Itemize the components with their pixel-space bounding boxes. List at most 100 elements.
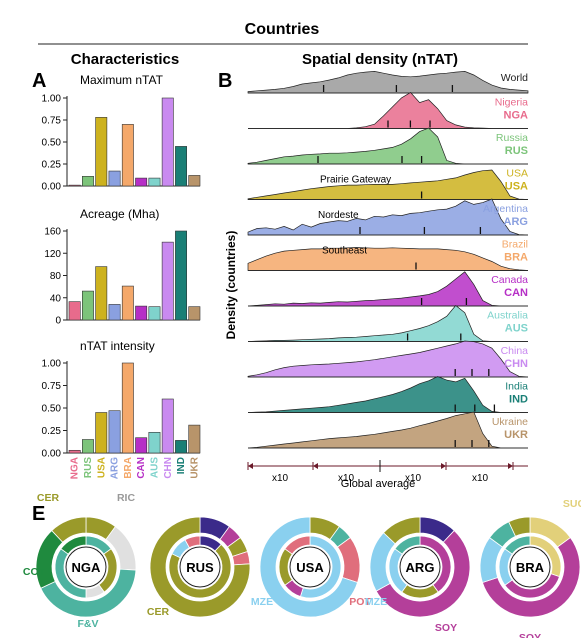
bar-usa xyxy=(95,117,108,187)
y-tick-label: 0.25 xyxy=(42,426,62,437)
ridge-ukr xyxy=(247,411,528,449)
ridge-annotation: Nordeste xyxy=(318,210,359,221)
donut-crop-label: SUC xyxy=(563,498,581,510)
x-axis-arrow xyxy=(313,463,318,469)
bar-can xyxy=(135,437,148,454)
category-label-rus: RUS xyxy=(83,457,94,478)
bar-can xyxy=(135,177,148,187)
donut-center-label: BRA xyxy=(516,560,545,575)
donut-center-label: NGA xyxy=(72,560,102,575)
panel-label-e: E xyxy=(32,503,45,525)
bar-chn xyxy=(161,97,174,187)
category-axis-labels: NGA RUS USA ARG BRA CAN AUS CHN IND UKR xyxy=(70,456,201,479)
ridge-name-label: Argentina xyxy=(483,203,528,215)
donut-segment xyxy=(504,535,531,555)
section-characteristics: Characteristics xyxy=(71,51,179,68)
y-tick-label: 160 xyxy=(44,227,61,238)
bar-bra xyxy=(121,124,134,187)
bar-rus xyxy=(82,290,94,321)
y-tick-label: 0.75 xyxy=(42,116,62,127)
ridge-name-label: Australia xyxy=(487,310,528,322)
bar-ind xyxy=(175,440,187,454)
figure-title: Countries xyxy=(245,21,320,38)
ridge-annotation: Prairie Gateway xyxy=(320,175,391,186)
donut-arg: ARG MZE SOY xyxy=(365,516,471,634)
y-tick-label: 120 xyxy=(44,249,61,260)
y-tick-label: 1.00 xyxy=(42,94,62,105)
y-tick-label: 1.00 xyxy=(42,359,62,370)
x-scale-label: x10 xyxy=(272,473,289,484)
donut-segment xyxy=(382,516,421,545)
bar-usa xyxy=(95,412,108,454)
ridge-rus xyxy=(247,127,528,165)
donut-segment xyxy=(149,516,251,618)
donut-segment xyxy=(60,535,87,555)
y-tick-label: 0.75 xyxy=(42,381,62,392)
ridge-code-label: USA xyxy=(505,181,528,193)
bar-ind xyxy=(175,146,187,187)
donut-segment xyxy=(394,535,421,555)
x-scale-label: x10 xyxy=(472,473,489,484)
bar-can xyxy=(135,305,148,321)
donut-segment xyxy=(184,535,201,549)
bar-chart-title: Acreage (Mha) xyxy=(80,207,159,221)
donut-center xyxy=(509,546,551,588)
bar-bra xyxy=(121,362,134,454)
category-label-aus: AUS xyxy=(149,457,160,478)
ridge-name-label: Nigeria xyxy=(495,97,528,109)
ridgeline-y-axis-label: Density (countries) xyxy=(224,231,238,340)
donut-center-label: RUS xyxy=(186,560,214,575)
bar-nga xyxy=(68,301,81,321)
bar-chn xyxy=(161,398,174,454)
bar-chart-max-ntat: Maximum nTAT 0.00 0.25 0.50 0.75 1.00 xyxy=(42,73,201,193)
donut-center xyxy=(179,546,221,588)
section-spatial-density: Spatial density (nTAT) xyxy=(302,51,458,68)
bar-series: 0.00 0.25 0.50 0.75 1.00 xyxy=(42,359,201,460)
ridge-annotation: Southeast xyxy=(322,246,367,257)
donut-segment xyxy=(508,516,531,537)
donut-segment xyxy=(259,516,359,618)
y-tick-label: 0.50 xyxy=(42,138,62,149)
donut-center-label: USA xyxy=(296,560,324,575)
donut-center xyxy=(65,546,107,588)
ridge-ind xyxy=(247,376,528,413)
donut-crop-label: RIC xyxy=(117,492,136,504)
ridge-aus xyxy=(247,305,528,342)
bar-series: 0 40 80 120 160 xyxy=(44,227,201,327)
bar-arg xyxy=(108,304,121,321)
y-tick-label: 80 xyxy=(50,271,62,282)
ridge-name-label: USA xyxy=(506,168,528,180)
panel-label-a: A xyxy=(32,70,46,92)
y-tick-label: 0.00 xyxy=(42,449,62,460)
donut-segment xyxy=(168,543,232,599)
ridge-name-label: Brazil xyxy=(502,239,528,251)
bar-rus xyxy=(82,176,94,187)
donut-crop-label: SOY xyxy=(435,622,457,634)
ridge-usa xyxy=(247,169,529,200)
ridge-code-label: AUS xyxy=(505,323,528,335)
donut-usa: USA MZE POT xyxy=(251,516,371,618)
donut-center-label: ARG xyxy=(406,560,435,575)
donut-center xyxy=(399,546,441,588)
bar-chart-ntat-intensity: nTAT intensity 0.00 0.25 0.50 0.75 1.00 xyxy=(42,339,201,460)
bar-nga xyxy=(68,449,81,454)
y-tick-label: 0.50 xyxy=(42,404,62,415)
ridge-name-label: Canada xyxy=(491,274,528,286)
bar-aus xyxy=(148,431,161,454)
x-scale-label: x10 xyxy=(338,473,355,484)
y-tick-label: 0.25 xyxy=(42,160,62,171)
donut-center xyxy=(289,546,331,588)
ridge-name-label: Ukraine xyxy=(492,416,528,428)
x-axis-arrow xyxy=(248,463,253,469)
ridge-code-label: UKR xyxy=(504,429,528,441)
ridge-arg xyxy=(247,198,529,236)
donut-crop-label: COT xyxy=(23,566,46,578)
ridge-can xyxy=(247,271,528,307)
ridge-code-label: NGA xyxy=(504,110,529,122)
donut-crop-label: MZE xyxy=(365,596,387,608)
y-tick-label: 40 xyxy=(50,293,62,304)
ridge-name-label: India xyxy=(505,381,528,393)
